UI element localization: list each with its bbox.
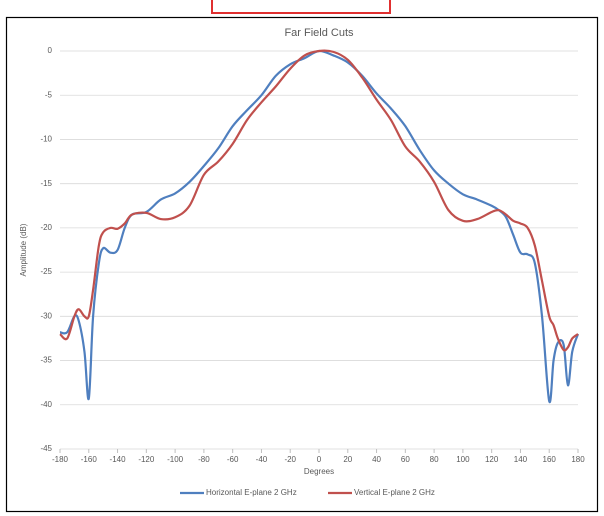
x-tick-label: 120: [485, 455, 499, 464]
y-tick-label: -40: [40, 400, 52, 409]
y-tick-label: -5: [45, 90, 53, 99]
highlight-box: [211, 0, 391, 14]
y-tick-label: -20: [40, 223, 52, 232]
x-tick-label: -60: [227, 455, 239, 464]
x-tick-label: -80: [198, 455, 210, 464]
chart-frame: [5, 16, 599, 513]
legend-label: Vertical E-plane 2 GHz: [354, 488, 435, 497]
x-tick-label: 140: [514, 455, 528, 464]
y-tick-label: -10: [40, 135, 52, 144]
x-tick-label: -140: [110, 455, 127, 464]
y-tick-label: -35: [40, 356, 52, 365]
x-tick-label: 180: [571, 455, 585, 464]
series-line: [59, 49, 580, 404]
x-axis-label: Degrees: [304, 467, 334, 476]
x-tick-label: 20: [343, 455, 352, 464]
x-tick-label: -160: [81, 455, 98, 464]
x-tick-label: -100: [167, 455, 184, 464]
x-tick-label: 100: [456, 455, 470, 464]
x-tick-label: 0: [317, 455, 322, 464]
x-tick-label: 160: [543, 455, 557, 464]
x-tick-label: -40: [256, 455, 268, 464]
x-tick-label: 40: [372, 455, 381, 464]
y-tick-label: -30: [40, 311, 52, 320]
x-tick-label: -180: [52, 455, 69, 464]
x-tick-label: 80: [430, 455, 439, 464]
x-tick-label: -120: [138, 455, 155, 464]
x-tick-label: 60: [401, 455, 410, 464]
y-tick-label: -25: [40, 267, 52, 276]
y-tick-label: -45: [40, 444, 52, 453]
x-tick-label: -20: [284, 455, 296, 464]
y-tick-label: 0: [48, 46, 53, 55]
legend-label: Horizontal E-plane 2 GHz: [206, 488, 297, 497]
chart-title: Far Field Cuts: [284, 27, 354, 39]
series-line: [59, 49, 579, 352]
y-axis-label: Amplitude (dB): [19, 223, 28, 276]
y-tick-label: -15: [40, 179, 52, 188]
